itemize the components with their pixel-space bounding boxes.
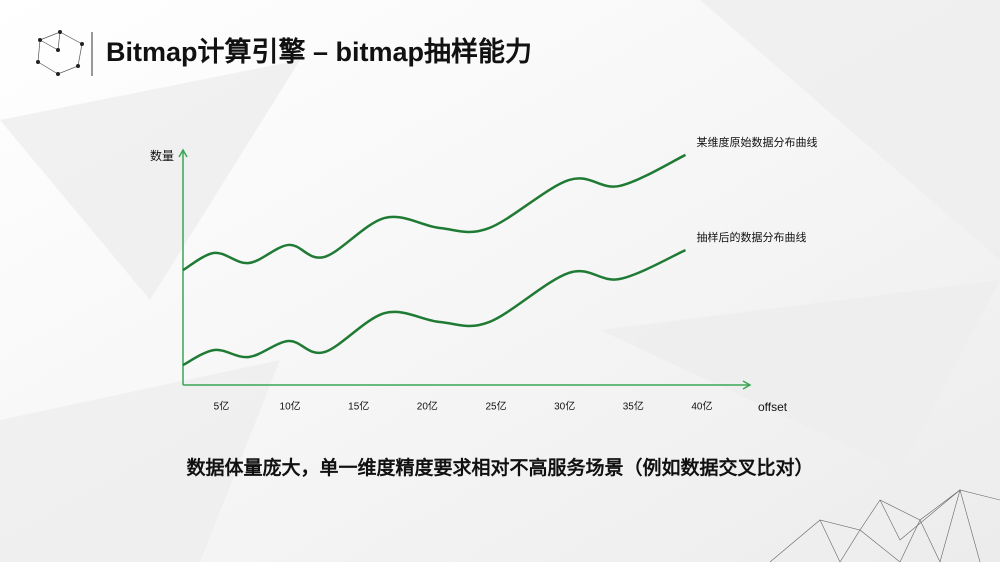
x-tick-label: 10亿: [280, 400, 301, 413]
y-axis-arrow: [178, 148, 188, 158]
x-tick-label: 25亿: [485, 400, 506, 413]
x-axis-label: offset: [758, 400, 788, 414]
x-tick-label: 40亿: [691, 400, 712, 413]
series-label: 抽样后的数据分布曲线: [696, 230, 806, 244]
x-tick-label: 35亿: [623, 400, 644, 413]
corner-mesh: [769, 488, 1000, 562]
x-tick-label: 5亿: [214, 400, 230, 413]
caption: 数据体量庞大，单一维度精度要求相对不高服务场景（例如数据交叉比对）: [186, 456, 813, 479]
x-tick-label: 30亿: [554, 400, 575, 413]
slide-title: Bitmap计算引擎 – bitmap抽样能力: [106, 36, 532, 67]
x-tick-label: 20亿: [417, 400, 438, 413]
series-label: 某维度原始数据分布曲线: [696, 135, 817, 149]
logo-dots: [36, 30, 84, 76]
y-axis-label: 数量: [150, 148, 174, 163]
data-line: [182, 248, 686, 367]
x-axis-arrow: [742, 380, 752, 390]
x-tick-label: 15亿: [348, 400, 369, 413]
data-line: [182, 153, 687, 272]
